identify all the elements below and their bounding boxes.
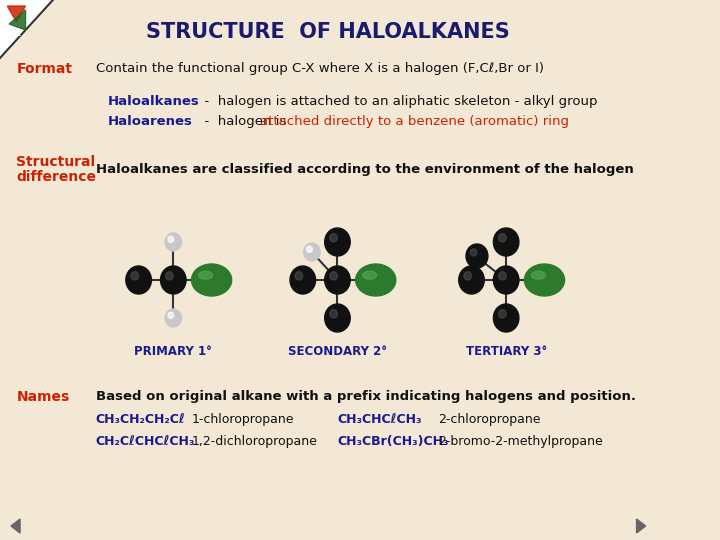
Circle shape (493, 304, 519, 332)
Text: CH₃CH₂CH₂Cℓ: CH₃CH₂CH₂Cℓ (96, 413, 186, 426)
Circle shape (330, 234, 338, 242)
Text: Contain the functional group C-X where X is a halogen (F,Cℓ,Br or I): Contain the functional group C-X where X… (96, 62, 544, 75)
Text: SECONDARY 2°: SECONDARY 2° (288, 345, 387, 358)
Circle shape (165, 233, 181, 251)
Text: Based on original alkane with a prefix indicating halogens and position.: Based on original alkane with a prefix i… (96, 390, 636, 403)
Text: 2-bromo-2-methylpropane: 2-bromo-2-methylpropane (438, 435, 603, 448)
Polygon shape (11, 519, 20, 533)
Circle shape (168, 236, 174, 242)
Circle shape (459, 266, 485, 294)
Text: PRIMARY 1°: PRIMARY 1° (135, 345, 212, 358)
Circle shape (466, 244, 488, 268)
Ellipse shape (356, 264, 396, 296)
Circle shape (325, 266, 350, 294)
Circle shape (470, 249, 477, 256)
Text: 1-chloropropane: 1-chloropropane (192, 413, 294, 426)
Circle shape (493, 266, 519, 294)
Circle shape (464, 272, 472, 280)
Text: Structural: Structural (17, 155, 96, 169)
Circle shape (498, 309, 506, 318)
Text: CH₂CℓCHCℓCH₃: CH₂CℓCHCℓCH₃ (96, 435, 195, 448)
Text: Haloarenes: Haloarenes (107, 115, 192, 128)
Circle shape (131, 272, 139, 280)
Polygon shape (7, 6, 25, 22)
Text: CH₃CHCℓCH₃: CH₃CHCℓCH₃ (338, 413, 422, 426)
Circle shape (304, 243, 320, 261)
Text: -  halogen is attached to an aliphatic skeleton - alkyl group: - halogen is attached to an aliphatic sk… (196, 95, 598, 108)
Circle shape (290, 266, 315, 294)
Text: 2-chloropropane: 2-chloropropane (438, 413, 540, 426)
Text: TERTIARY 3°: TERTIARY 3° (466, 345, 546, 358)
Circle shape (498, 272, 506, 280)
Circle shape (493, 228, 519, 256)
Circle shape (330, 309, 338, 318)
Ellipse shape (363, 271, 377, 279)
Ellipse shape (531, 271, 546, 279)
Circle shape (161, 266, 186, 294)
Circle shape (166, 272, 174, 280)
Ellipse shape (199, 271, 212, 279)
Text: A: A (13, 28, 20, 38)
Circle shape (330, 272, 338, 280)
Text: Haloalkanes are classified according to the environment of the halogen: Haloalkanes are classified according to … (96, 163, 634, 176)
Text: Haloalkanes: Haloalkanes (107, 95, 199, 108)
Circle shape (325, 304, 350, 332)
Text: -  halogen is: - halogen is (196, 115, 291, 128)
Text: 1,2-dichloropropane: 1,2-dichloropropane (192, 435, 318, 448)
Circle shape (126, 266, 151, 294)
Text: STRUCTURE  OF HALOALKANES: STRUCTURE OF HALOALKANES (146, 22, 510, 42)
Circle shape (165, 309, 181, 327)
Circle shape (325, 228, 350, 256)
Circle shape (307, 246, 312, 252)
Circle shape (295, 272, 303, 280)
Text: attached directly to a benzene (aromatic) ring: attached directly to a benzene (aromatic… (260, 115, 569, 128)
Polygon shape (636, 519, 646, 533)
Polygon shape (0, 0, 53, 58)
Ellipse shape (524, 264, 564, 296)
Text: Names: Names (17, 390, 70, 404)
Circle shape (168, 312, 174, 319)
Text: Format: Format (17, 62, 73, 76)
Circle shape (498, 234, 506, 242)
Text: CH₃CBr(CH₃)CH₃: CH₃CBr(CH₃)CH₃ (338, 435, 449, 448)
Ellipse shape (192, 264, 232, 296)
Polygon shape (9, 10, 25, 30)
Text: difference: difference (17, 170, 96, 184)
